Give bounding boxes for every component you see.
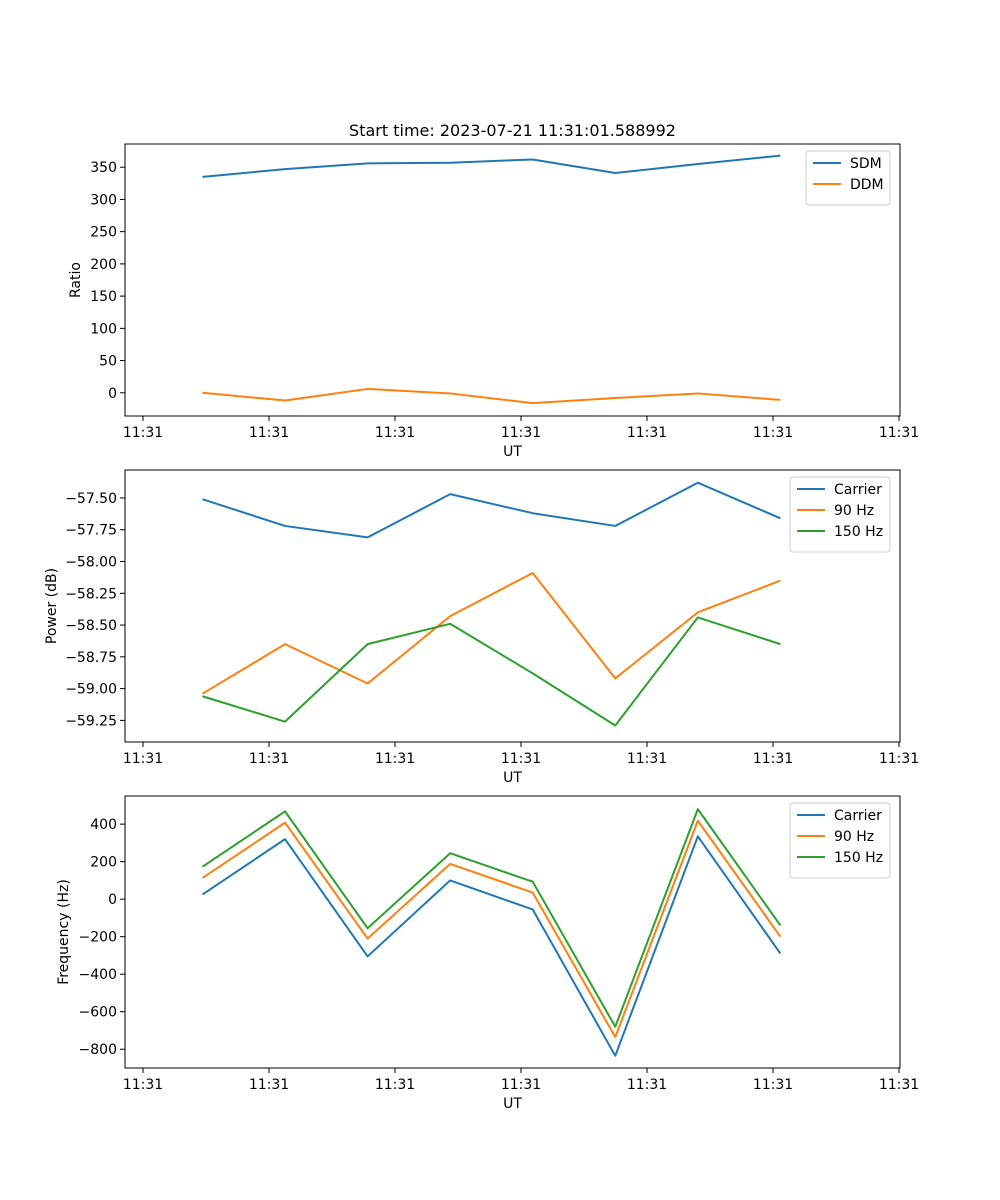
axes-frame (124, 795, 901, 1069)
x-tick-label: 11:31 (375, 751, 415, 767)
x-tick-label: 11:31 (627, 751, 667, 767)
x-tick-label: 11:31 (627, 425, 667, 441)
legend-box (789, 476, 891, 553)
legend-label: DDM (850, 177, 884, 193)
y-tick-label: −800 (79, 1042, 117, 1058)
x-tick-label: 11:31 (375, 1077, 415, 1093)
x-tick-label: 11:31 (123, 425, 163, 441)
x-tick-label: 11:31 (879, 425, 919, 441)
legend-label: SDM (850, 156, 882, 172)
y-tick-label: 150 (90, 289, 117, 305)
y-tick-label: −58.75 (65, 650, 117, 666)
x-tick-label: 11:31 (123, 1077, 163, 1093)
x-tick-label: 11:31 (753, 1077, 793, 1093)
plot-area (125, 144, 900, 416)
legend-label: Carrier (834, 808, 882, 824)
legend-label: 90 Hz (834, 503, 874, 519)
y-tick-label: −59.00 (65, 682, 117, 698)
power-panel: 11:3111:3111:3111:3111:3111:3111:3111:32… (44, 469, 919, 786)
y-tick-label: 350 (90, 160, 117, 176)
y-tick-label: 300 (90, 192, 117, 208)
y-tick-label: 0 (108, 892, 117, 908)
y-tick-label: −59.25 (65, 713, 117, 729)
legend-box (805, 150, 891, 206)
y-tick-label: 200 (90, 855, 117, 871)
y-tick-label: −600 (79, 1005, 117, 1021)
x-tick-label: 11:31 (501, 425, 541, 441)
legend: Carrier 90 Hz 150 Hz (789, 476, 891, 553)
y-tick-label: 250 (90, 225, 117, 241)
legend-label: 150 Hz (834, 524, 883, 540)
series-line-carrier (202, 481, 781, 539)
x-tick-label: 11:31 (249, 425, 289, 441)
x-axis-label: UT (503, 1096, 522, 1112)
y-axis-label: Power (dB) (44, 568, 60, 644)
y-tick-label: 50 (99, 354, 117, 370)
plot-area (125, 796, 900, 1068)
series-line-sdm (202, 154, 781, 178)
y-tick-label: 100 (90, 321, 117, 337)
x-tick-label: 11:31 (753, 751, 793, 767)
x-tick-label: 11:31 (879, 1077, 919, 1093)
legend-label: 90 Hz (834, 829, 874, 845)
x-tick-label: 11:31 (249, 751, 289, 767)
x-axis-label: UT (503, 770, 522, 786)
series-line-150-hz (202, 616, 781, 727)
legend-label: 150 Hz (834, 850, 883, 866)
x-tick-label: 11:31 (879, 751, 919, 767)
series-line-90-hz (201, 819, 782, 1039)
x-tick-label: 11:31 (375, 425, 415, 441)
y-tick-label: −58.25 (65, 586, 117, 602)
legend-label: Carrier (834, 482, 882, 498)
y-axis-label: Frequency (Hz) (56, 879, 72, 985)
x-tick-label: 11:31 (501, 751, 541, 767)
series-line-ddm (202, 387, 781, 405)
y-tick-label: −57.50 (65, 491, 117, 507)
y-tick-label: −58.50 (65, 618, 117, 634)
series-line-carrier (201, 835, 782, 1057)
legend: SDM DDM (805, 150, 891, 206)
x-axis-label: UT (503, 444, 522, 460)
ratio-panel: 11:3111:3111:3111:3111:3111:3111:3111:32… (68, 121, 919, 460)
y-tick-label: −400 (79, 967, 117, 983)
x-tick-label: 11:31 (753, 425, 793, 441)
y-tick-label: −58.00 (65, 555, 117, 571)
y-tick-label: 200 (90, 257, 117, 273)
y-tick-label: 400 (90, 817, 117, 833)
series-line-90-hz (201, 571, 781, 695)
y-tick-label: 0 (108, 386, 117, 402)
y-axis-label: Ratio (68, 262, 84, 298)
x-tick-label: 11:31 (501, 1077, 541, 1093)
frequency-panel: 11:3111:3111:3111:3111:3111:3111:3111:32… (56, 795, 919, 1112)
y-tick-label: −200 (79, 930, 117, 946)
x-tick-label: 11:31 (123, 751, 163, 767)
legend: Carrier 90 Hz 150 Hz (789, 802, 891, 879)
legend-box (789, 802, 891, 879)
axes-frame (124, 469, 901, 743)
x-tick-label: 11:31 (627, 1077, 667, 1093)
chart-title: Start time: 2023-07-21 11:31:01.588992 (349, 121, 676, 140)
series-line-150-hz (201, 808, 782, 1028)
axes-frame (124, 143, 901, 417)
y-tick-label: −57.75 (65, 523, 117, 539)
x-tick-label: 11:31 (249, 1077, 289, 1093)
